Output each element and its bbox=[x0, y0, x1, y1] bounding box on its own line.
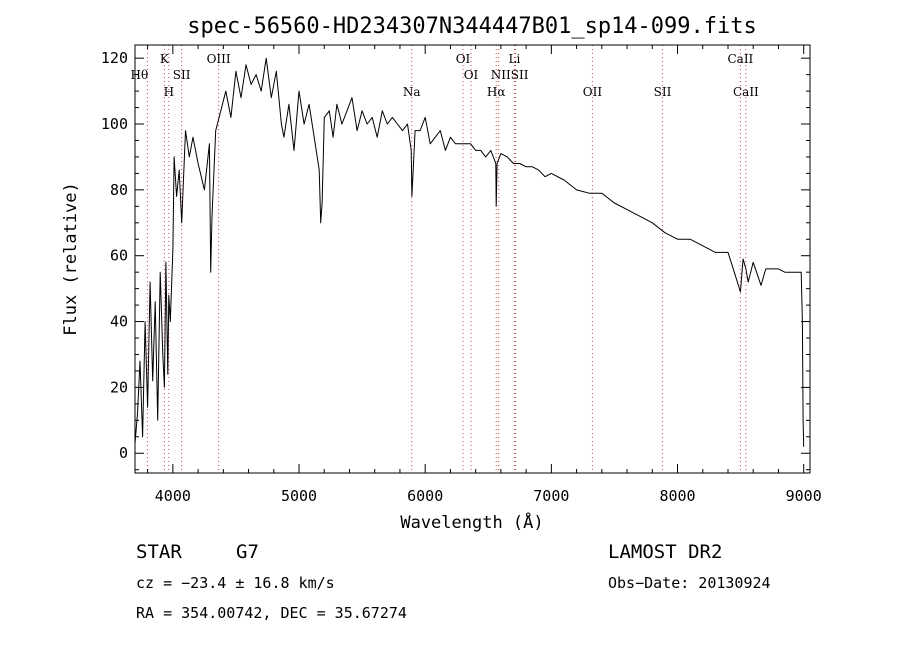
observation-date: Obs−Date: 20130924 bbox=[608, 574, 771, 592]
x-tick-label-0: 4000 bbox=[155, 487, 191, 505]
y-axis-label: Flux (relative) bbox=[61, 182, 81, 336]
x-axis-ticks: 4000 5000 6000 7000 8000 9000 bbox=[147, 45, 822, 505]
x-tick-label-4: 8000 bbox=[659, 487, 695, 505]
plot-frame bbox=[134, 44, 811, 474]
annotation-label-13: SII bbox=[654, 85, 672, 99]
annotation-label-10: Li bbox=[508, 52, 520, 66]
redshift-cz: cz = −23.4 ± 16.8 km/s bbox=[136, 574, 335, 592]
annotation-label-11: SII bbox=[511, 68, 529, 82]
x-tick-label-3: 7000 bbox=[533, 487, 569, 505]
coordinates: RA = 354.00742, DEC = 35.67274 bbox=[136, 604, 407, 622]
annotation-label-3: SII bbox=[173, 68, 191, 82]
annotation-label-5: Na bbox=[403, 85, 421, 99]
chart-title: spec-56560-HD234307N344447B01_sp14-099.f… bbox=[187, 14, 757, 39]
y-tick-label-0: 0 bbox=[119, 444, 128, 462]
annotation-label-15: CaII bbox=[733, 85, 759, 99]
object-subclass: G7 bbox=[236, 541, 259, 563]
annotation-label-1: K bbox=[160, 52, 170, 66]
y-axis-ticks: 0 20 40 60 80 100 120 bbox=[101, 49, 810, 471]
y-tick-label-2: 40 bbox=[110, 313, 128, 331]
annotation-label-9: NII bbox=[491, 68, 511, 82]
line-annotations: Hθ K H SII OIII Na OI OI Hα NII Li SII OII SII CaII CaI… bbox=[131, 52, 760, 99]
x-tick-label-5: 9000 bbox=[786, 487, 822, 505]
line-markers bbox=[146, 45, 747, 473]
annotation-label-2: H bbox=[164, 85, 174, 99]
y-tick-label-1: 20 bbox=[110, 378, 128, 396]
survey-name: LAMOST DR2 bbox=[608, 541, 723, 563]
y-tick-label-5: 100 bbox=[101, 115, 128, 133]
y-tick-label-6: 120 bbox=[101, 49, 128, 67]
annotation-label-14: CaII bbox=[727, 52, 753, 66]
annotation-label-0: Hθ bbox=[131, 68, 149, 82]
y-tick-label-4: 80 bbox=[110, 181, 128, 199]
x-tick-label-2: 6000 bbox=[407, 487, 443, 505]
annotation-label-8: Hα bbox=[487, 85, 506, 99]
annotation-label-12: OII bbox=[583, 85, 603, 99]
spectrum-line-0 bbox=[134, 57, 805, 447]
series-layer bbox=[134, 57, 805, 447]
x-tick-label-1: 5000 bbox=[281, 487, 317, 505]
annotation-label-7: OI bbox=[464, 68, 479, 82]
y-tick-label-3: 60 bbox=[110, 247, 128, 265]
x-axis-label: Wavelength (Å) bbox=[400, 511, 543, 533]
annotation-label-4: OIII bbox=[207, 52, 231, 66]
object-class: STAR bbox=[136, 541, 182, 563]
annotation-label-6: OI bbox=[456, 52, 471, 66]
